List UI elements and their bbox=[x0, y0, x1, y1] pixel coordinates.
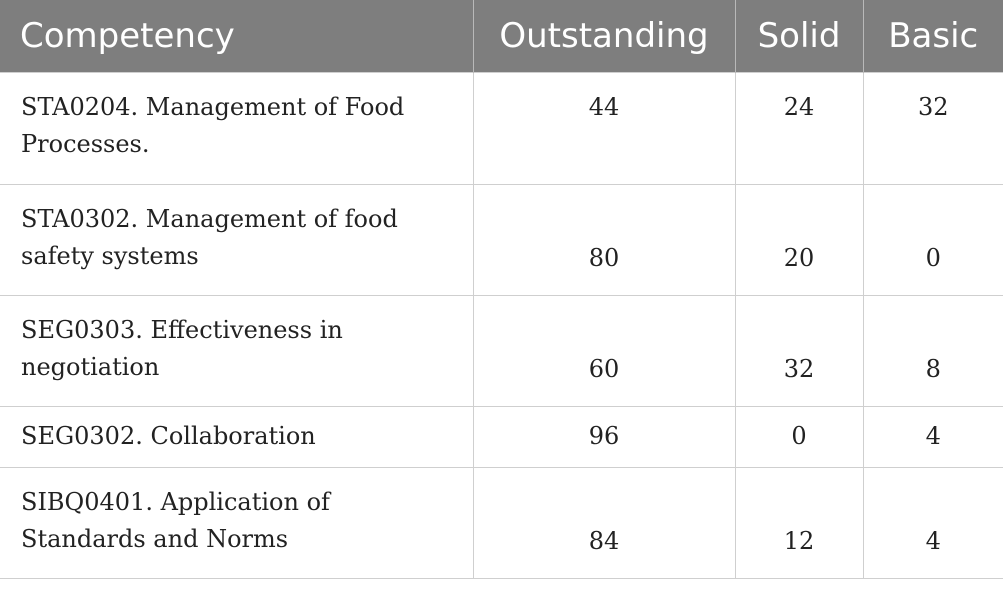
competency-table: Competency Outstanding Solid Basic STA02… bbox=[0, 0, 1003, 579]
outstanding-cell: 60 bbox=[472, 294, 736, 407]
basic-cell: 4 bbox=[862, 466, 1003, 579]
basic-cell: 4 bbox=[862, 405, 1003, 468]
table-row: STA0302. Management of food safety syste… bbox=[0, 183, 1003, 296]
outstanding-cell: 44 bbox=[472, 71, 736, 185]
table-row: STA0204. Management of Food Processes. 4… bbox=[0, 71, 1003, 185]
basic-cell: 32 bbox=[862, 71, 1003, 185]
table-row: SIBQ0401. Application of Standards and N… bbox=[0, 466, 1003, 579]
header-solid: Solid bbox=[734, 0, 863, 72]
competency-cell: STA0204. Management of Food Processes. bbox=[0, 71, 474, 185]
outstanding-cell: 96 bbox=[472, 405, 736, 468]
competency-cell: SEG0303. Effectiveness in negotiation bbox=[0, 294, 474, 407]
table-row: SEG0303. Effectiveness in negotiation 60… bbox=[0, 294, 1003, 407]
solid-cell: 20 bbox=[734, 183, 864, 296]
solid-cell: 0 bbox=[734, 405, 864, 468]
competency-cell: SEG0302. Collaboration bbox=[0, 405, 474, 468]
solid-cell: 24 bbox=[734, 71, 864, 185]
basic-cell: 8 bbox=[862, 294, 1003, 407]
header-basic: Basic bbox=[862, 0, 1003, 72]
solid-cell: 12 bbox=[734, 466, 864, 579]
solid-cell: 32 bbox=[734, 294, 864, 407]
header-row: Competency Outstanding Solid Basic bbox=[0, 0, 1003, 72]
header-outstanding: Outstanding bbox=[472, 0, 735, 72]
basic-cell: 0 bbox=[862, 183, 1003, 296]
table-row: SEG0302. Collaboration 96 0 4 bbox=[0, 405, 1003, 468]
outstanding-cell: 84 bbox=[472, 466, 736, 579]
competency-cell: STA0302. Management of food safety syste… bbox=[0, 183, 474, 296]
outstanding-cell: 80 bbox=[472, 183, 736, 296]
header-competency: Competency bbox=[0, 0, 473, 72]
competency-cell: SIBQ0401. Application of Standards and N… bbox=[0, 466, 474, 579]
